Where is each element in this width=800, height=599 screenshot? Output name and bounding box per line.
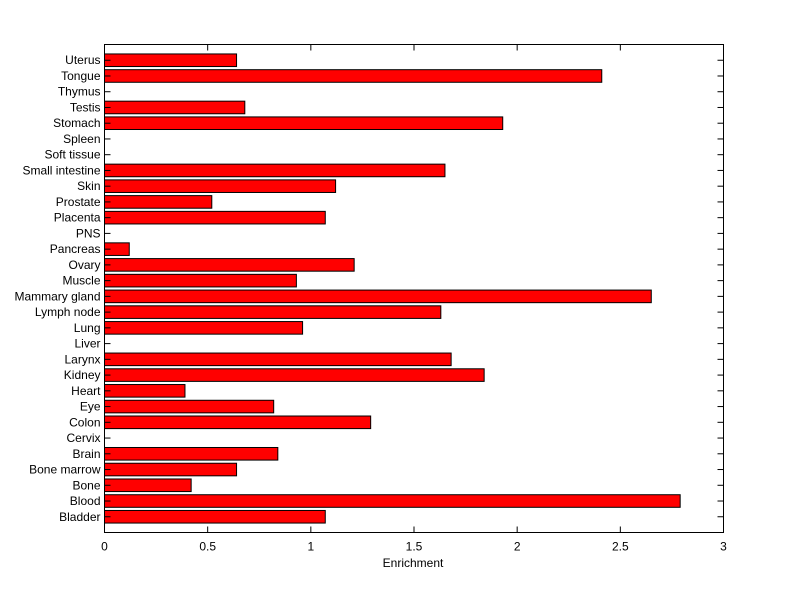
bar-blood: [104, 494, 681, 508]
bar-muscle: [104, 273, 297, 288]
y-tick-label: Brain: [72, 447, 100, 461]
y-tick-label: Lymph node: [35, 305, 101, 319]
y-tick-label: Heart: [71, 384, 101, 398]
y-tick-label: Blood: [70, 494, 101, 508]
y-tick-label: Liver: [74, 337, 100, 351]
bar-tongue: [104, 69, 603, 83]
y-tick-label: Tongue: [61, 69, 101, 83]
x-tick-label: 0: [101, 540, 108, 554]
y-tick-label: Soft tissue: [44, 148, 100, 162]
bar-testis: [104, 100, 246, 115]
y-tick-label: Pancreas: [50, 242, 101, 256]
bar-stomach: [104, 116, 504, 131]
x-tick-label: 0.5: [199, 540, 216, 554]
y-tick-label: Stomach: [53, 116, 100, 130]
y-tick-label: PNS: [76, 226, 101, 240]
bar-brain: [104, 446, 279, 461]
y-tick-label: Mammary gland: [14, 289, 100, 303]
bar-mammary-gland: [104, 289, 652, 304]
y-tick-label: Larynx: [64, 352, 100, 366]
y-tick-label: Ovary: [68, 258, 100, 272]
y-tick-label: Bladder: [59, 510, 100, 524]
y-tick-label: Cervix: [66, 431, 100, 445]
bar-lymph-node: [104, 305, 442, 319]
bar-colon: [104, 415, 372, 430]
x-tick-label: 3: [720, 540, 727, 554]
bar-bone-marrow: [104, 462, 238, 477]
y-tick-label: Small intestine: [22, 163, 100, 177]
bar-eye: [104, 399, 275, 414]
bar-small-intestine: [104, 163, 446, 178]
bar-lung: [104, 321, 304, 335]
y-tick-label: Eye: [80, 400, 101, 414]
y-tick-label: Placenta: [54, 211, 101, 225]
y-tick-label: Testis: [70, 100, 101, 114]
y-tick-label: Muscle: [62, 274, 100, 288]
y-tick-label: Uterus: [65, 53, 100, 67]
y-tick-label: Prostate: [56, 195, 101, 209]
y-tick-label: Lung: [74, 321, 101, 335]
y-tick-label: Kidney: [64, 368, 101, 382]
y-tick-label: Bone marrow: [29, 463, 101, 477]
bar-larynx: [104, 352, 452, 367]
x-tick-label: 1: [307, 540, 314, 554]
x-tick-label: 1.5: [406, 540, 423, 554]
x-axis-label: Enrichment: [383, 556, 444, 570]
bar-uterus: [104, 53, 238, 68]
bar-skin: [104, 179, 337, 193]
bar-heart: [104, 384, 186, 398]
y-tick-label: Spleen: [63, 132, 100, 146]
y-tick-label: Colon: [69, 415, 100, 429]
bar-prostate: [104, 195, 213, 209]
y-tick-label: Skin: [77, 179, 100, 193]
bar-bladder: [104, 509, 326, 524]
x-tick-label: 2.5: [612, 540, 629, 554]
x-tick-label: 2: [514, 540, 521, 554]
bar-ovary: [104, 258, 355, 272]
y-tick-label: Thymus: [58, 85, 101, 99]
bar-bone: [104, 478, 192, 493]
y-tick-label: Bone: [72, 478, 100, 492]
bar-placenta: [104, 210, 326, 225]
bar-kidney: [104, 368, 485, 382]
